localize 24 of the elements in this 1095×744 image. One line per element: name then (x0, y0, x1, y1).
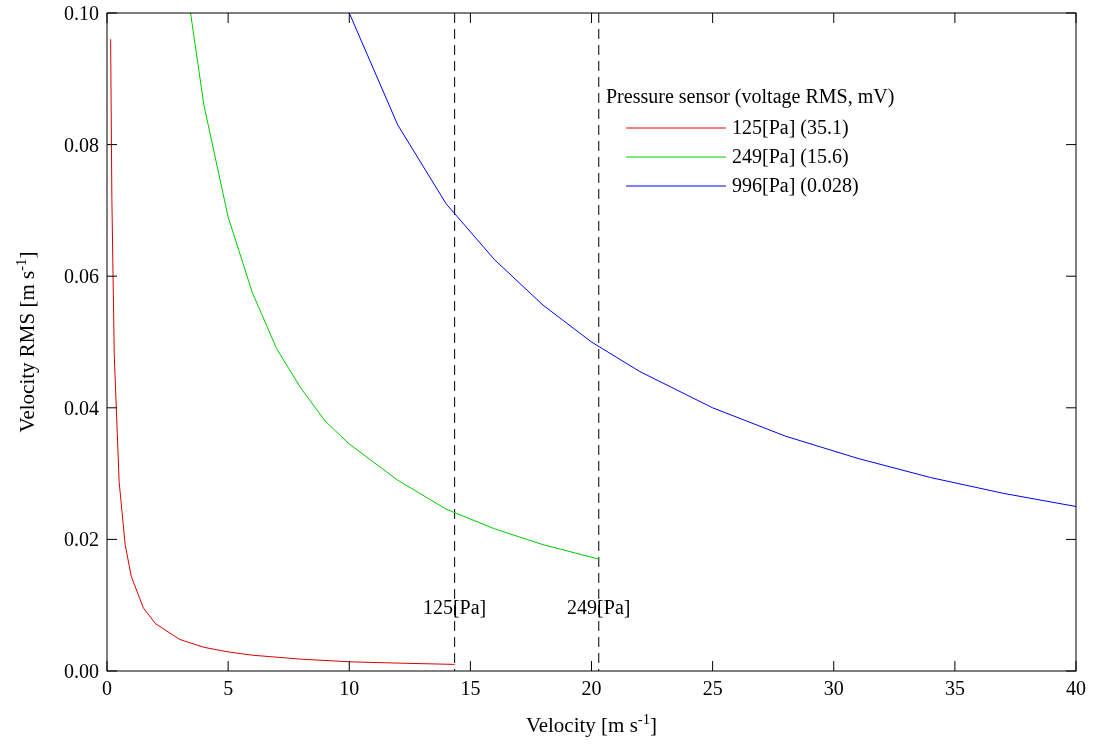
x-tick-label: 25 (702, 677, 723, 699)
ref-line-label: 125[Pa] (422, 596, 487, 618)
line-series (348, 12, 1077, 507)
legend-label: 249[Pa] (15.6) (732, 145, 849, 168)
legend-label: 996[Pa] (0.028) (732, 174, 859, 197)
y-tick-label: 0.08 (64, 133, 99, 156)
y-tick-label: 0.06 (64, 265, 99, 288)
x-tick-label: 20 (581, 677, 602, 699)
y-tick-label: 0.04 (64, 396, 99, 419)
x-axis-title: Velocity [m s$^{-1}$] (525, 711, 658, 737)
y-tick-label: 0.10 (64, 2, 99, 24)
ref-line-label: 249[Pa] (567, 596, 631, 618)
x-tick-label: 0 (102, 677, 112, 699)
x-tick-label: 35 (944, 677, 965, 699)
line-series (190, 12, 600, 560)
x-tick-label: 15 (460, 677, 481, 699)
legend-title: Pressure sensor (voltage RMS, mV) (606, 85, 895, 108)
legend-label: 125[Pa] (35.1) (732, 116, 849, 139)
x-tick-label: 10 (339, 677, 360, 699)
x-tick-label: 5 (223, 677, 234, 699)
x-tick-label: 30 (823, 677, 844, 699)
y-tick-label: 0.00 (64, 660, 99, 682)
x-tick-label: 40 (1066, 677, 1086, 699)
y-tick-label: 0.02 (64, 528, 99, 551)
